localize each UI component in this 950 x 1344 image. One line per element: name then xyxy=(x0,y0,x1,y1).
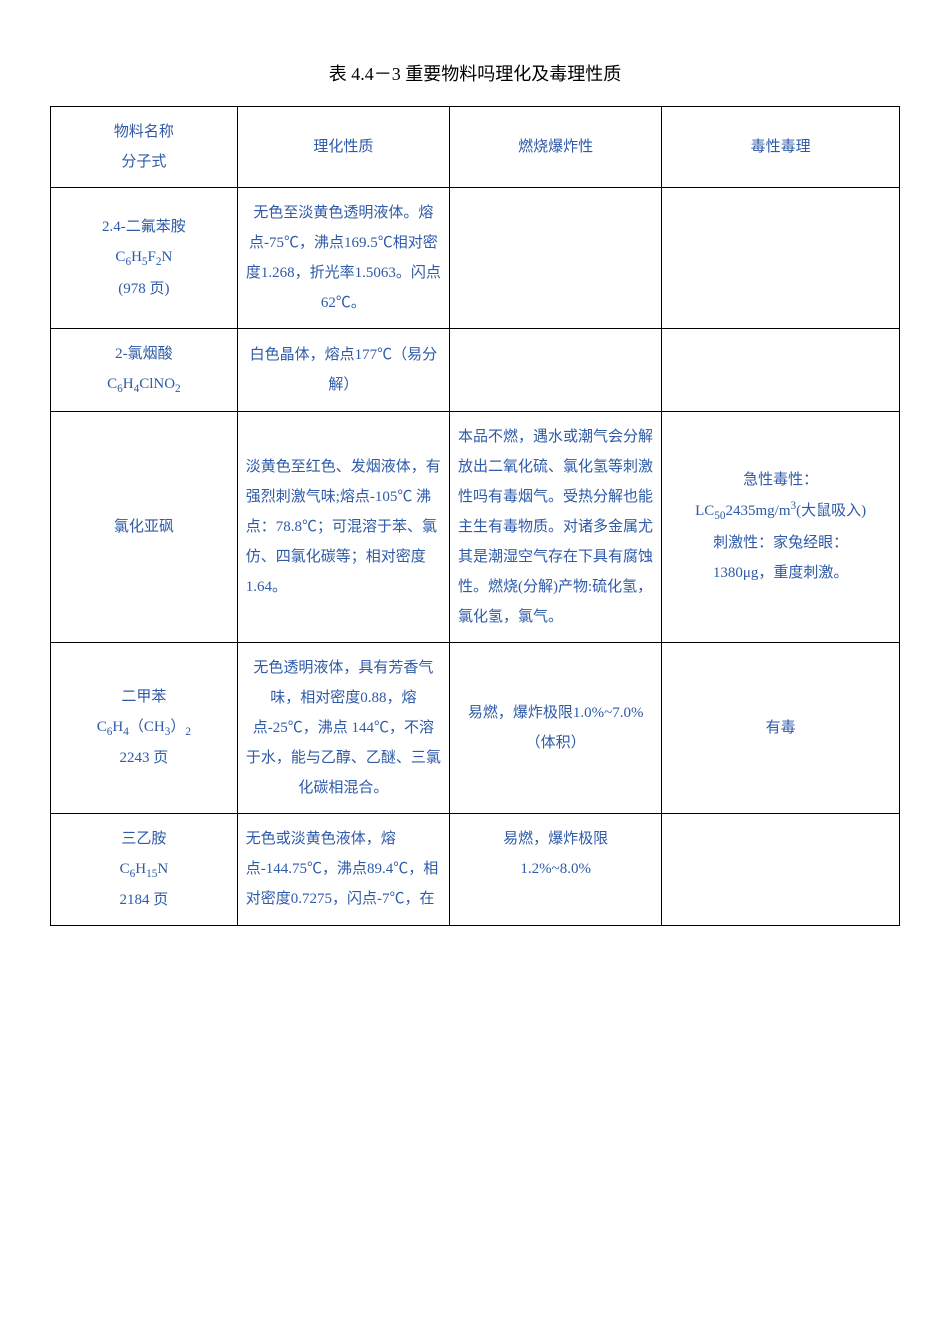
tox-line: 1380μg，重度刺激。 xyxy=(670,558,891,588)
header-name: 物料名称 分子式 xyxy=(51,107,238,188)
material-formula: C6H4（CH3）2 xyxy=(59,712,229,744)
title-prefix: 表 xyxy=(329,64,352,84)
table-row: 氯化亚砜 淡黄色至红色、发烟液体，有强烈刺激气味;熔点-105℃ 沸点：78.8… xyxy=(51,411,900,642)
material-formula: C6H5F2N xyxy=(59,242,229,274)
header-name-line1: 物料名称 xyxy=(59,117,229,147)
table-row: 三乙胺 C6H15N 2184 页 无色或淡黄色液体，熔点-144.75℃，沸点… xyxy=(51,813,900,926)
cell-burn: 易燃，爆炸极限 1.2%~8.0% xyxy=(450,813,662,926)
material-name: 三乙胺 xyxy=(59,824,229,854)
cell-prop: 白色晶体，熔点177℃（易分解） xyxy=(237,329,449,412)
table-row: 2-氯烟酸 C6H4ClNO2 白色晶体，熔点177℃（易分解） xyxy=(51,329,900,412)
tox-line: 急性毒性： xyxy=(670,465,891,495)
cell-prop: 无色至淡黄色透明液体。熔点-75℃，沸点169.5℃相对密度1.268，折光率1… xyxy=(237,188,449,329)
material-name: 2.4-二氟苯胺 xyxy=(59,212,229,242)
tox-line: 刺激性：家兔经眼： xyxy=(670,528,891,558)
cell-prop: 无色透明液体，具有芳香气味，相对密度0.88，熔点-25℃，沸点 144℃，不溶… xyxy=(237,642,449,813)
header-burn: 燃烧爆炸性 xyxy=(450,107,662,188)
material-name: 氯化亚砜 xyxy=(59,512,229,542)
cell-prop: 无色或淡黄色液体，熔点-144.75℃，沸点89.4℃，相对密度0.7275，闪… xyxy=(237,813,449,926)
cell-burn xyxy=(450,188,662,329)
cell-tox xyxy=(662,813,900,926)
burn-line: 易燃，爆炸极限 xyxy=(458,824,653,854)
material-name: 2-氯烟酸 xyxy=(59,339,229,369)
materials-table: 物料名称 分子式 理化性质 燃烧爆炸性 毒性毒理 2.4-二氟苯胺 C6H5F2… xyxy=(50,106,900,926)
table-title: 表 4.4－3 重要物料吗理化及毒理性质 xyxy=(50,60,900,86)
material-formula: C6H15N xyxy=(59,854,229,886)
cell-tox: 急性毒性： LC502435mg/m3(大鼠吸入) 刺激性：家兔经眼： 1380… xyxy=(662,411,900,642)
cell-tox xyxy=(662,329,900,412)
cell-name: 2.4-二氟苯胺 C6H5F2N (978 页) xyxy=(51,188,238,329)
header-tox: 毒性毒理 xyxy=(662,107,900,188)
cell-name: 二甲苯 C6H4（CH3）2 2243 页 xyxy=(51,642,238,813)
cell-name: 氯化亚砜 xyxy=(51,411,238,642)
cell-tox: 有毒 xyxy=(662,642,900,813)
title-number: 4.4－3 xyxy=(351,64,401,84)
cell-name: 2-氯烟酸 C6H4ClNO2 xyxy=(51,329,238,412)
header-name-line2: 分子式 xyxy=(59,147,229,177)
material-page: 2184 页 xyxy=(59,885,229,915)
material-page: 2243 页 xyxy=(59,743,229,773)
cell-name: 三乙胺 C6H15N 2184 页 xyxy=(51,813,238,926)
burn-line: 1.2%~8.0% xyxy=(458,854,653,884)
title-suffix: 重要物料吗理化及毒理性质 xyxy=(401,64,622,84)
cell-burn: 本品不燃，遇水或潮气会分解放出二氧化硫、氯化氢等刺激性吗有毒烟气。受热分解也能主… xyxy=(450,411,662,642)
cell-prop: 淡黄色至红色、发烟液体，有强烈刺激气味;熔点-105℃ 沸点：78.8℃；可混溶… xyxy=(237,411,449,642)
material-formula: C6H4ClNO2 xyxy=(59,369,229,401)
tox-line: LC502435mg/m3(大鼠吸入) xyxy=(670,495,891,528)
table-row: 2.4-二氟苯胺 C6H5F2N (978 页) 无色至淡黄色透明液体。熔点-7… xyxy=(51,188,900,329)
header-prop: 理化性质 xyxy=(237,107,449,188)
cell-tox xyxy=(662,188,900,329)
table-row: 二甲苯 C6H4（CH3）2 2243 页 无色透明液体，具有芳香气味，相对密度… xyxy=(51,642,900,813)
table-header-row: 物料名称 分子式 理化性质 燃烧爆炸性 毒性毒理 xyxy=(51,107,900,188)
cell-burn xyxy=(450,329,662,412)
material-page: (978 页) xyxy=(59,274,229,304)
material-name: 二甲苯 xyxy=(59,682,229,712)
cell-burn: 易燃，爆炸极限1.0%~7.0%（体积） xyxy=(450,642,662,813)
